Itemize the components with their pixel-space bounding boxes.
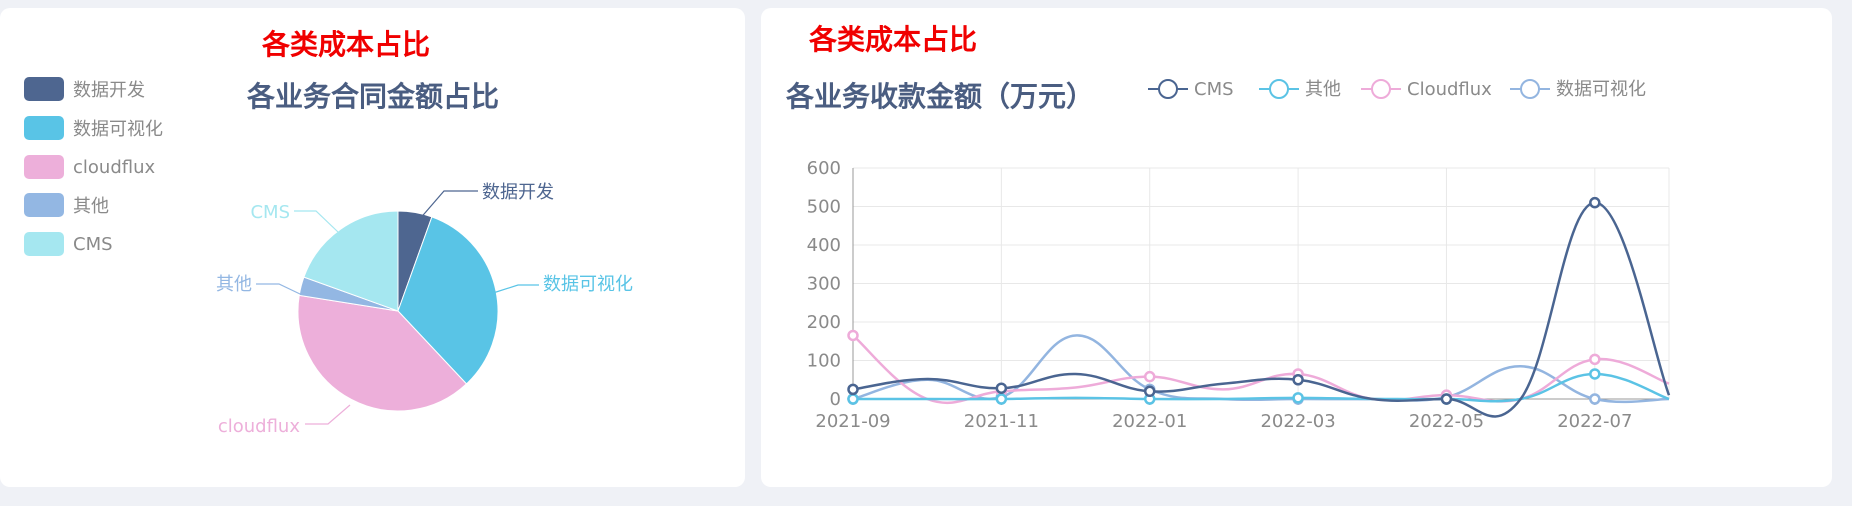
pie-slice[interactable] — [303, 210, 399, 312]
pie-label-line — [305, 404, 351, 425]
pie-label-line — [294, 210, 339, 233]
data-point[interactable] — [1589, 368, 1601, 380]
legend-swatch — [24, 77, 64, 101]
legend-label: cloudflux — [73, 156, 156, 178]
pie-label-line — [256, 283, 301, 295]
legend-label: 数据开发 — [73, 80, 145, 101]
legend-label: Cloudflux — [1407, 79, 1492, 100]
pie-slice-label: 数据开发 — [482, 182, 554, 203]
pie-slice[interactable] — [397, 216, 499, 385]
line-chart: 0 100 200 300 400 500 600 2021-09 2021-11 2022-01… — [807, 79, 1671, 432]
series-line[interactable] — [852, 334, 1670, 404]
panel-heading: 各类成本占比 — [262, 28, 431, 61]
data-point[interactable] — [1589, 393, 1601, 405]
cost-share-panel: 各类成本占比 各业务合同金额占比 数据开发 数据可视化 cloudflux 其他… — [0, 8, 745, 487]
legend-swatch — [24, 232, 64, 256]
legend-circle-marker — [1158, 79, 1178, 99]
data-point[interactable] — [847, 393, 859, 405]
x-tick-label: 2022-07 — [1557, 411, 1632, 432]
x-tick-label: 2022-05 — [1409, 411, 1484, 432]
legend-label: 其他 — [1305, 79, 1341, 100]
legend-item-cms[interactable]: CMS — [24, 231, 113, 257]
pie-label-line — [417, 190, 478, 222]
y-tick-label: 400 — [807, 235, 841, 256]
pie-slice[interactable] — [297, 294, 468, 412]
data-point[interactable] — [1589, 196, 1601, 209]
x-tick-label: 2022-01 — [1112, 411, 1187, 432]
pie-label-line — [492, 284, 539, 294]
pie-slice-label: 其他 — [216, 274, 252, 295]
x-tick-label: 2022-03 — [1260, 411, 1335, 432]
legend-item-cloudflux[interactable]: cloudflux — [24, 154, 155, 180]
line-legend-item[interactable]: 其他 — [1259, 79, 1341, 100]
collection-panel: 各类成本占比 各业务收款金额（万元） 0 100 200 300 400 500 600 20… — [761, 8, 1832, 487]
data-point[interactable] — [847, 329, 859, 342]
y-tick-label: 500 — [807, 197, 841, 218]
data-point[interactable] — [995, 393, 1008, 405]
line-legend-item[interactable]: 数据可视化 — [1510, 79, 1646, 100]
data-point[interactable] — [1589, 353, 1601, 366]
data-point[interactable] — [1143, 370, 1156, 383]
x-tick-label: 2021-09 — [815, 411, 890, 432]
legend-swatch — [24, 116, 64, 140]
legend-item-data-viz[interactable]: 数据可视化 — [24, 115, 163, 141]
line-chart-title: 各业务收款金额（万元） — [786, 80, 1095, 113]
pie-slice-label: 数据可视化 — [543, 274, 633, 295]
legend-circle-marker — [1269, 79, 1289, 99]
series-line[interactable] — [852, 201, 1671, 418]
legend-item-data-dev[interactable]: 数据开发 — [24, 76, 145, 102]
legend-label: 其他 — [73, 196, 109, 217]
legend-circle-marker — [1371, 79, 1391, 99]
x-tick-label: 2021-11 — [964, 411, 1039, 432]
legend-swatch — [24, 193, 64, 217]
y-tick-label: 300 — [807, 274, 841, 295]
legend-swatch — [24, 155, 64, 179]
pie-chart-title: 各业务合同金额占比 — [247, 80, 500, 113]
data-point[interactable] — [1440, 393, 1453, 405]
y-tick-label: 0 — [830, 389, 841, 410]
legend-label: CMS — [1194, 79, 1234, 100]
pie-slice-label: CMS — [250, 202, 290, 223]
legend-circle-marker — [1520, 79, 1540, 99]
y-tick-label: 600 — [807, 158, 841, 179]
data-point[interactable] — [1292, 392, 1304, 404]
line-legend-item[interactable]: CMS — [1148, 79, 1234, 100]
y-tick-label: 200 — [807, 312, 841, 333]
legend-label: 数据可视化 — [73, 119, 163, 140]
pie-slice-label: cloudflux — [218, 416, 300, 437]
line-legend-item[interactable]: Cloudflux — [1361, 79, 1492, 100]
legend-item-other[interactable]: 其他 — [24, 192, 109, 218]
data-point[interactable] — [847, 383, 859, 396]
data-point[interactable] — [1292, 374, 1304, 386]
series-line[interactable] — [852, 334, 1670, 404]
data-point[interactable] — [1143, 385, 1156, 398]
y-tick-label: 100 — [807, 351, 841, 372]
panel-heading: 各类成本占比 — [809, 23, 978, 56]
data-point[interactable] — [995, 382, 1008, 394]
legend-label: 数据可视化 — [1556, 79, 1646, 100]
legend-label: CMS — [73, 233, 113, 255]
